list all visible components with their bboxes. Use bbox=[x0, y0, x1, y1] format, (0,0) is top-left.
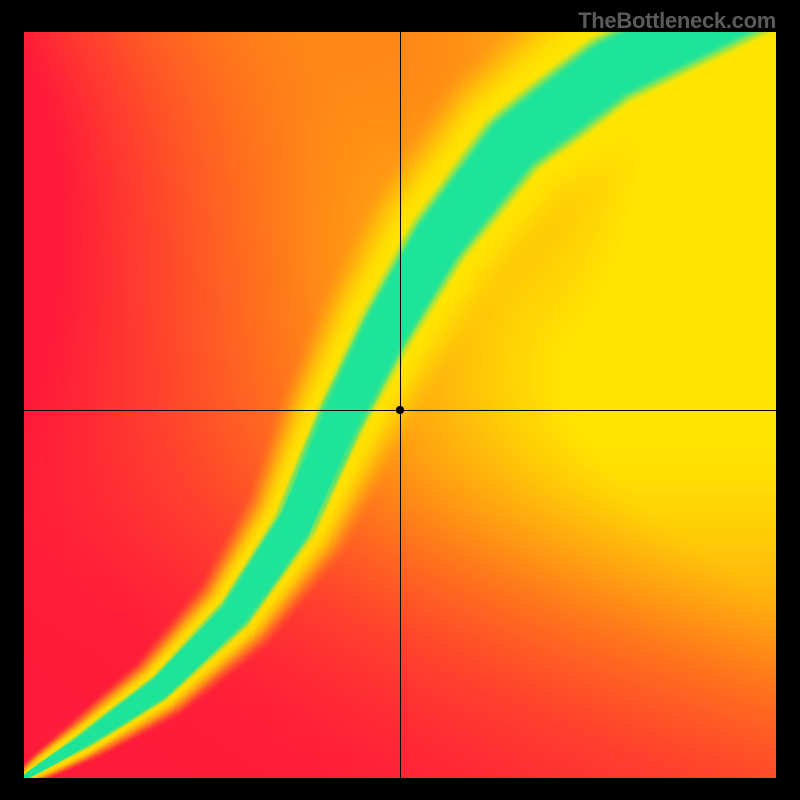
chart-container: TheBottleneck.com bbox=[0, 0, 800, 800]
heatmap-canvas bbox=[24, 32, 776, 778]
heatmap-plot bbox=[24, 32, 776, 778]
watermark-text: TheBottleneck.com bbox=[578, 8, 776, 34]
